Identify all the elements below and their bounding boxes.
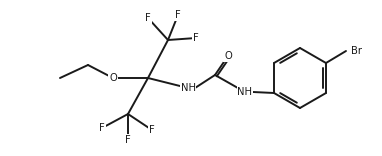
Text: O: O	[224, 51, 232, 61]
Text: F: F	[193, 33, 199, 43]
Text: Br: Br	[351, 46, 362, 56]
Text: F: F	[125, 135, 131, 145]
Text: NH: NH	[238, 87, 253, 97]
Text: NH: NH	[181, 83, 196, 93]
Text: F: F	[145, 13, 151, 23]
Text: F: F	[175, 10, 181, 20]
Text: F: F	[149, 125, 155, 135]
Text: O: O	[109, 73, 117, 83]
Text: F: F	[99, 123, 105, 133]
